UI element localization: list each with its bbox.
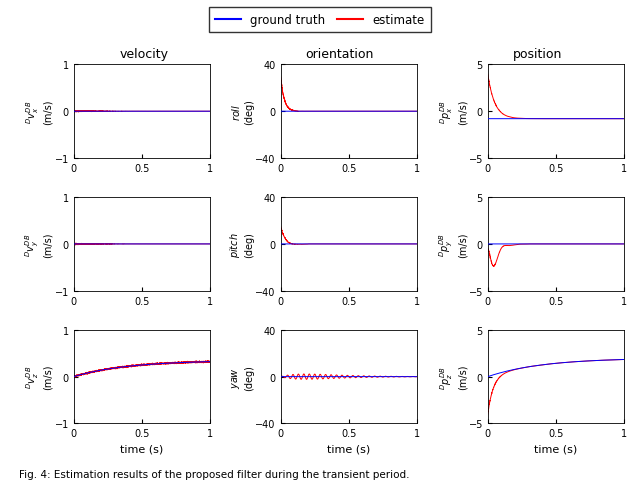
Y-axis label: $^Dv_x^{DB}$
(m/s): $^Dv_x^{DB}$ (m/s) <box>24 99 53 125</box>
X-axis label: time (s): time (s) <box>534 444 577 454</box>
Y-axis label: $^Dv_y^{DB}$
(m/s): $^Dv_y^{DB}$ (m/s) <box>23 232 53 257</box>
Y-axis label: $^Dp_z^{DB}$
(m/s): $^Dp_z^{DB}$ (m/s) <box>438 364 467 390</box>
Y-axis label: $roll$
(deg): $roll$ (deg) <box>230 99 254 125</box>
Y-axis label: $pitch$
(deg): $pitch$ (deg) <box>228 231 254 257</box>
X-axis label: time (s): time (s) <box>120 444 163 454</box>
Text: Fig. 4: Estimation results of the proposed filter during the transient period.: Fig. 4: Estimation results of the propos… <box>19 469 410 479</box>
Y-axis label: $^Dp_x^{DB}$
(m/s): $^Dp_x^{DB}$ (m/s) <box>438 99 467 125</box>
Text: position: position <box>513 47 563 60</box>
Y-axis label: $yaw$
(deg): $yaw$ (deg) <box>230 364 254 390</box>
X-axis label: time (s): time (s) <box>327 444 371 454</box>
Text: orientation: orientation <box>305 47 373 60</box>
Y-axis label: $^Dp_y^{DB}$
(m/s): $^Dp_y^{DB}$ (m/s) <box>437 232 467 257</box>
Y-axis label: $^Dv_z^{DB}$
(m/s): $^Dv_z^{DB}$ (m/s) <box>24 364 53 390</box>
Text: velocity: velocity <box>120 47 168 60</box>
Legend: ground truth, estimate: ground truth, estimate <box>209 8 431 33</box>
